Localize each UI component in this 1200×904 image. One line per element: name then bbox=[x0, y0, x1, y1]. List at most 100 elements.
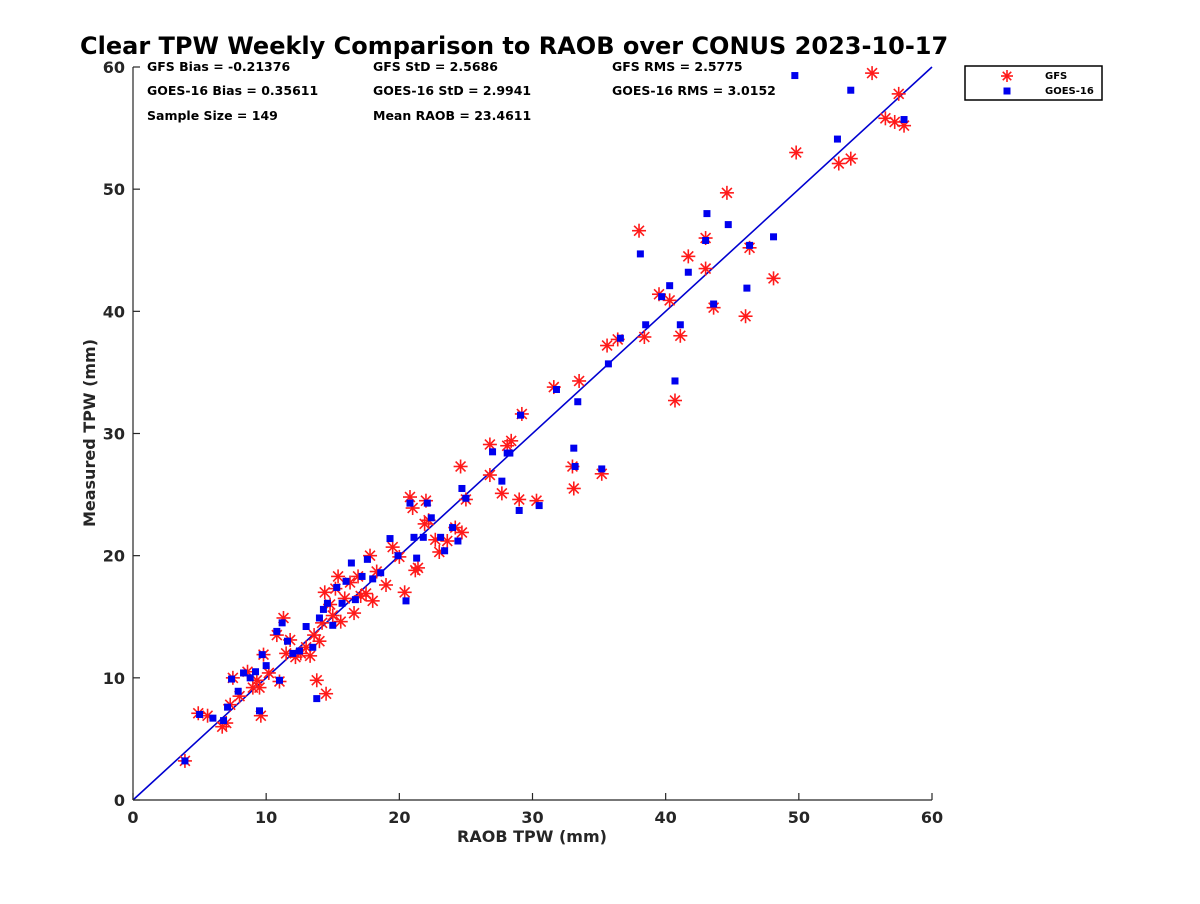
goes-data-point bbox=[289, 649, 297, 657]
goes-data-point bbox=[309, 643, 317, 651]
goes-data-point bbox=[342, 577, 350, 585]
goes-data-point bbox=[315, 614, 323, 622]
goes-data-point bbox=[658, 293, 666, 301]
y-tick-label: 40 bbox=[103, 302, 125, 321]
gfs-data-point bbox=[385, 540, 400, 555]
goes-data-point bbox=[234, 687, 242, 695]
stat-gfs-bias: GFS Bias = -0.21376 bbox=[147, 59, 290, 74]
goes-data-point bbox=[900, 116, 908, 124]
goes-data-point bbox=[458, 484, 466, 492]
gfs-data-point bbox=[331, 569, 346, 584]
goes-data-point bbox=[275, 676, 283, 684]
chart-title: Clear TPW Weekly Comparison to RAOB over… bbox=[80, 32, 948, 60]
legend-box bbox=[964, 65, 1103, 101]
stat-goes-std: GOES-16 StD = 2.9941 bbox=[373, 83, 531, 98]
gfs-data-point bbox=[600, 338, 615, 353]
gfs-data-point bbox=[325, 608, 340, 623]
y-tick-label: 0 bbox=[114, 791, 125, 810]
goes-data-point bbox=[313, 695, 321, 703]
x-tick-label: 40 bbox=[655, 808, 677, 827]
goes-data-point bbox=[246, 674, 254, 682]
goes-data-point bbox=[489, 448, 497, 456]
gfs-data-point bbox=[891, 86, 906, 101]
goes-data-point bbox=[258, 651, 266, 659]
goes-data-point bbox=[746, 241, 754, 249]
y-tick-label: 30 bbox=[103, 425, 125, 444]
gfs-data-point bbox=[504, 433, 519, 448]
goes-data-point bbox=[273, 627, 281, 635]
gfs-data-point bbox=[681, 249, 696, 264]
goes-data-point bbox=[329, 621, 337, 629]
goes-data-point bbox=[423, 499, 431, 507]
goes-data-point bbox=[506, 449, 514, 457]
goes-data-point bbox=[702, 236, 710, 244]
gfs-data-point bbox=[309, 673, 324, 688]
gfs-data-point bbox=[365, 593, 380, 608]
goes-data-point bbox=[319, 605, 327, 613]
goes-data-point bbox=[220, 717, 228, 725]
gfs-data-point bbox=[719, 185, 734, 200]
x-tick-label: 30 bbox=[521, 808, 543, 827]
goes-data-point bbox=[413, 554, 421, 562]
legend-gfs-label: GFS bbox=[1045, 71, 1067, 82]
goes-data-point bbox=[419, 533, 427, 541]
y-tick-label: 60 bbox=[103, 58, 125, 77]
gfs-data-point bbox=[410, 560, 425, 575]
gfs-data-point bbox=[454, 525, 469, 540]
goes-data-point bbox=[283, 637, 291, 645]
gfs-data-point bbox=[766, 271, 781, 286]
goes-data-point bbox=[770, 233, 778, 241]
goes-data-point bbox=[410, 533, 418, 541]
goes-data-point bbox=[256, 707, 264, 715]
data-points-layer bbox=[177, 66, 912, 768]
goes-data-point bbox=[515, 506, 523, 514]
goes-data-point bbox=[402, 597, 410, 605]
goes-data-point bbox=[743, 284, 751, 292]
legend-goes-label: GOES-16 bbox=[1045, 86, 1094, 97]
axis-ticks-layer: 0 10 20 30 40 50 60 0 10 20 30 40 50 60 bbox=[103, 58, 943, 827]
x-axis-label: RAOB TPW (mm) bbox=[457, 827, 607, 846]
goes-data-point bbox=[570, 444, 578, 452]
x-tick-label: 0 bbox=[127, 808, 138, 827]
y-tick-label: 50 bbox=[103, 180, 125, 199]
goes-data-point bbox=[703, 210, 711, 218]
x-tick-label: 20 bbox=[388, 808, 410, 827]
legend-goes-square bbox=[1003, 87, 1011, 95]
goes-data-point bbox=[386, 535, 394, 543]
y-axis-label: Measured TPW (mm) bbox=[80, 339, 99, 527]
goes-data-point bbox=[642, 321, 650, 329]
gfs-data-point bbox=[397, 585, 412, 600]
goes-data-point bbox=[847, 86, 855, 94]
legend-gfs-marker bbox=[1001, 70, 1013, 82]
gfs-data-point bbox=[865, 66, 880, 81]
y-tick-label: 20 bbox=[103, 547, 125, 566]
gfs-data-point bbox=[512, 492, 527, 507]
goes-data-point bbox=[196, 710, 204, 718]
gfs-data-point bbox=[453, 459, 468, 474]
gfs-data-point bbox=[637, 329, 652, 344]
goes-data-point bbox=[791, 72, 799, 80]
legend-gfs-asterisk bbox=[1001, 70, 1013, 82]
gfs-data-point bbox=[843, 151, 858, 166]
goes-data-point bbox=[535, 502, 543, 510]
gfs-data-point bbox=[317, 585, 332, 600]
goes-data-point bbox=[616, 334, 624, 342]
goes-data-point bbox=[262, 662, 270, 670]
goes-data-point bbox=[462, 494, 470, 502]
goes-data-point bbox=[598, 465, 606, 473]
goes-data-point bbox=[181, 757, 189, 765]
goes-data-point bbox=[338, 599, 346, 607]
goes-data-point bbox=[517, 411, 525, 419]
goes-data-point bbox=[454, 537, 462, 545]
stat-goes-bias: GOES-16 Bias = 0.35611 bbox=[147, 83, 318, 98]
goes-data-point bbox=[666, 282, 674, 290]
goes-data-point bbox=[351, 596, 359, 604]
gfs-data-point bbox=[252, 680, 267, 695]
one-to-one-line bbox=[132, 66, 933, 801]
goes-data-point bbox=[684, 268, 692, 276]
goes-data-point bbox=[552, 386, 560, 394]
goes-data-point bbox=[571, 462, 579, 470]
goes-data-point bbox=[209, 714, 217, 722]
